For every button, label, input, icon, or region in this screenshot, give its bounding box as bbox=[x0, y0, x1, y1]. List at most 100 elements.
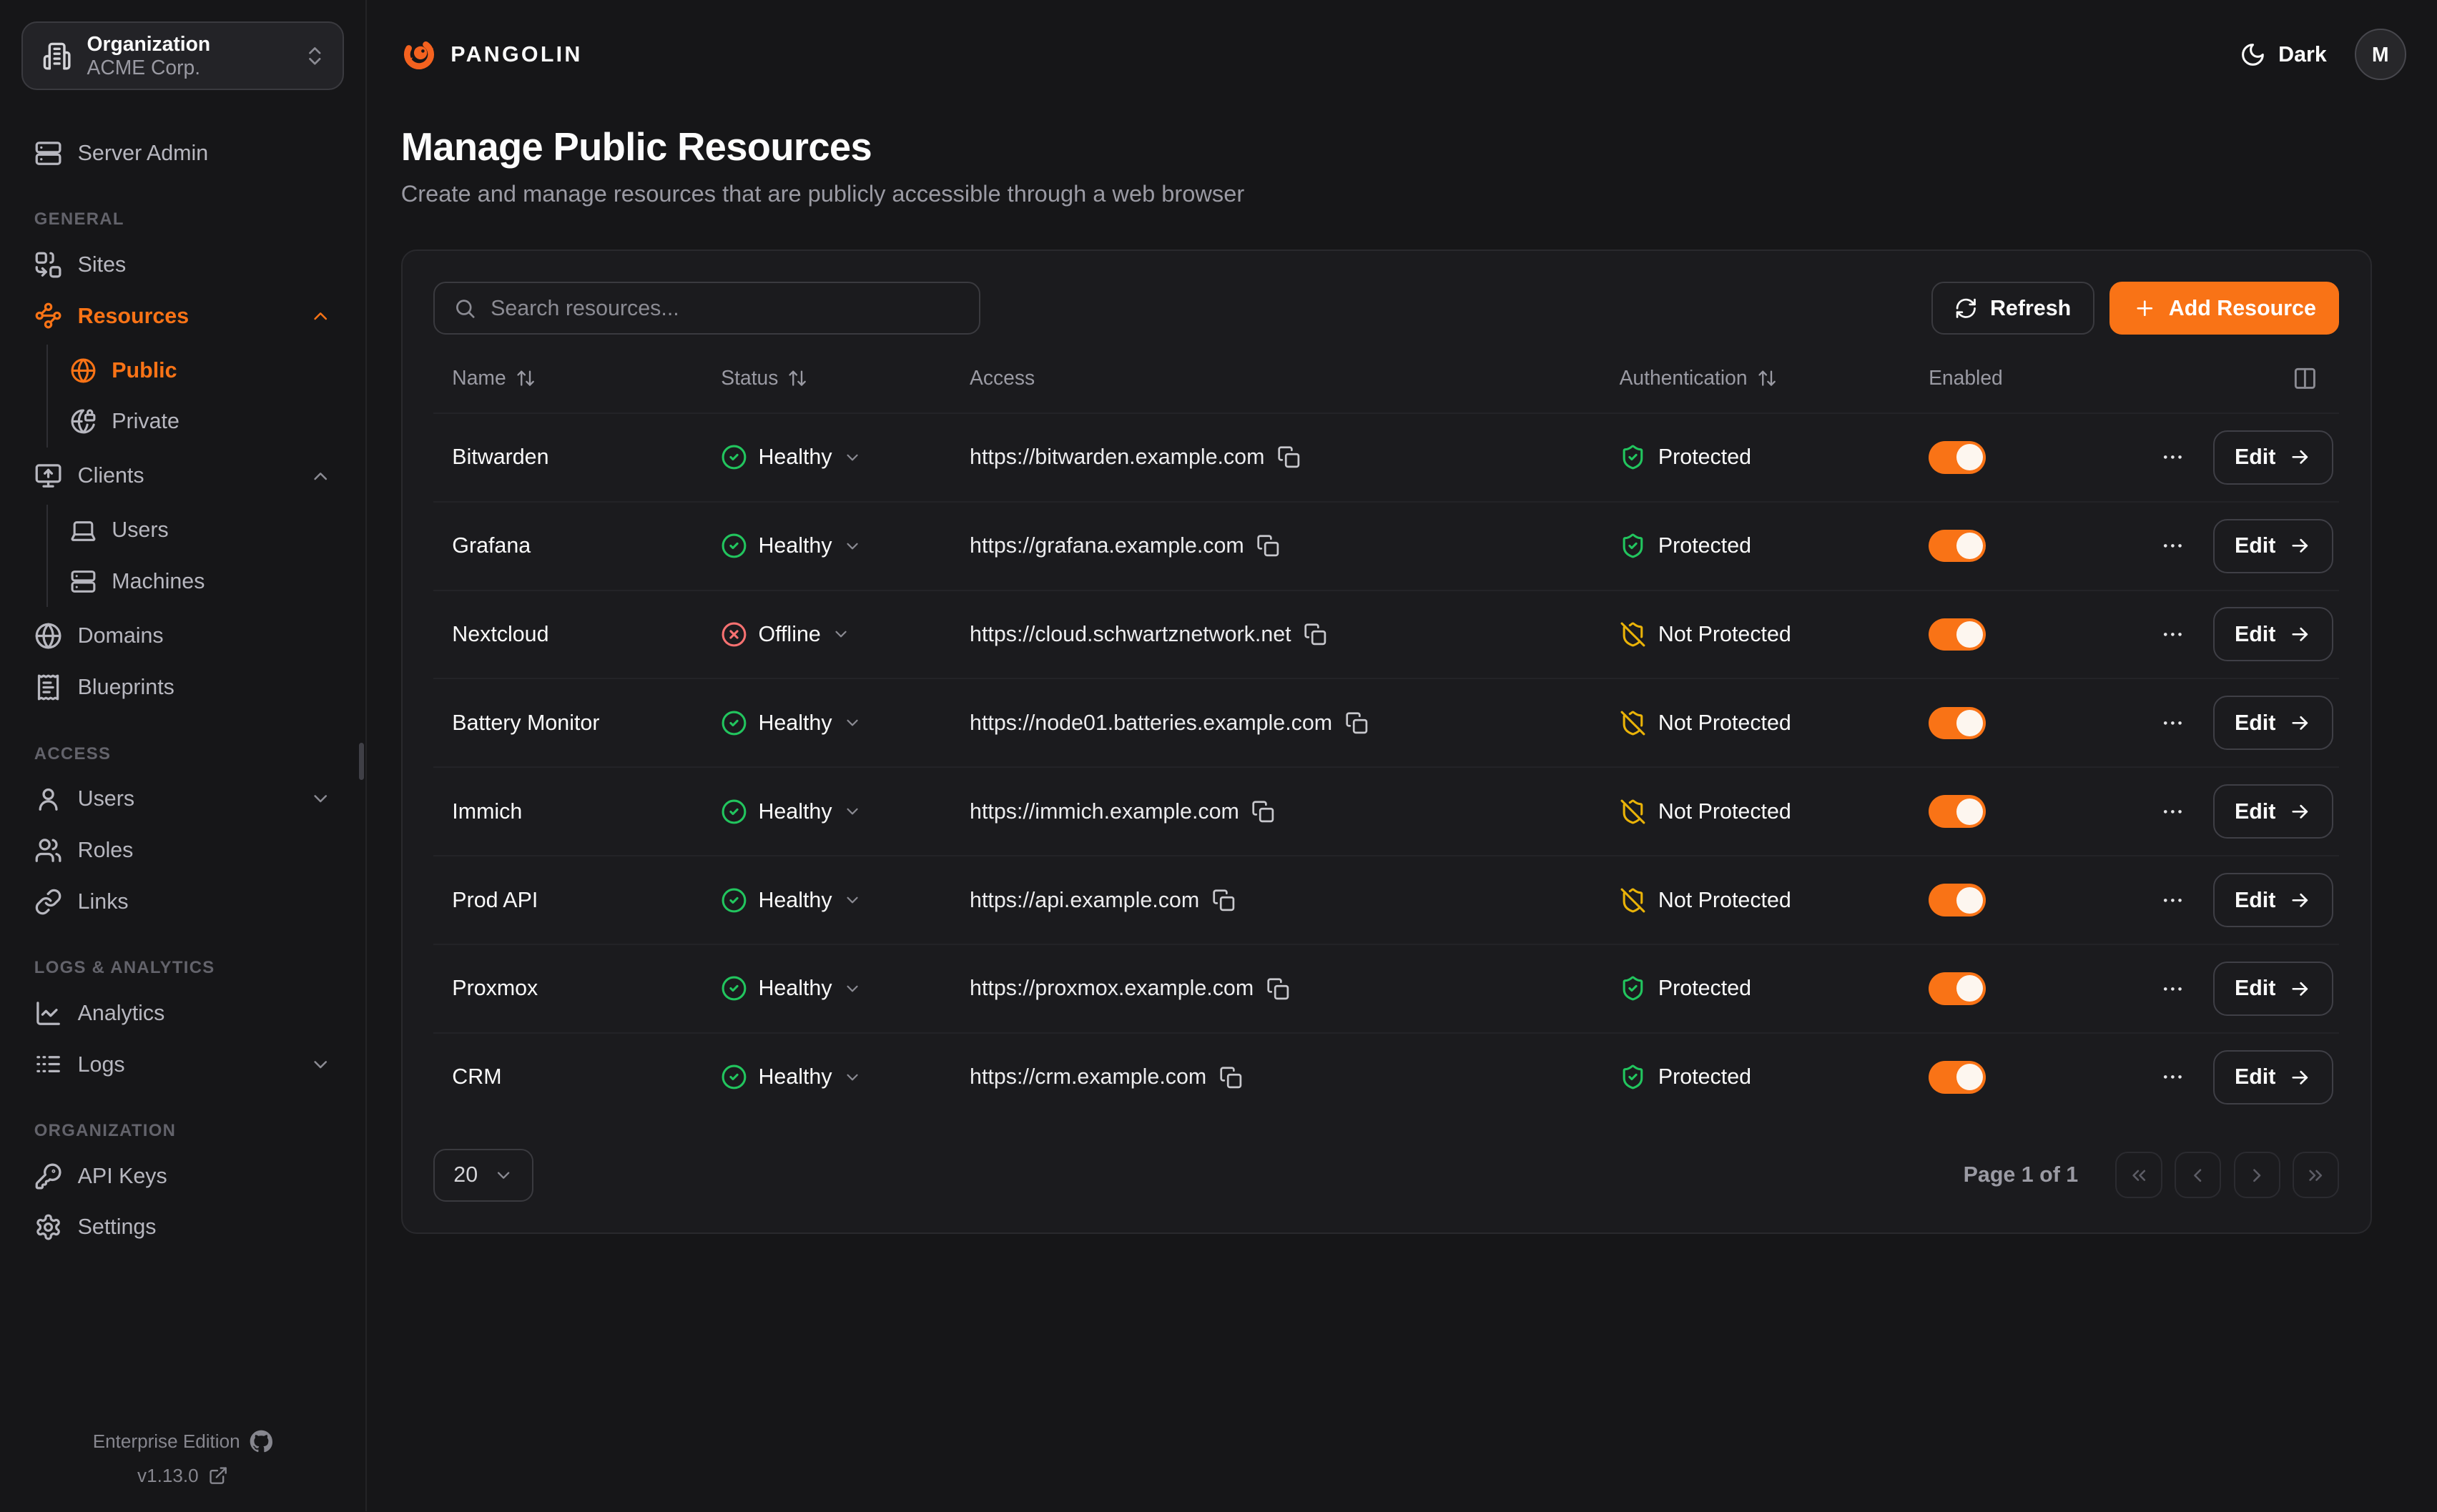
version-link[interactable]: v1.13.0 bbox=[0, 1458, 365, 1493]
refresh-button[interactable]: Refresh bbox=[1931, 282, 2094, 335]
theme-toggle[interactable]: Dark bbox=[2240, 41, 2327, 68]
copy-url-button[interactable] bbox=[1304, 623, 1327, 646]
copy-url-button[interactable] bbox=[1256, 534, 1280, 558]
status-label: Healthy bbox=[758, 711, 832, 736]
sidebar-item-domains[interactable]: Domains bbox=[21, 611, 343, 662]
brand[interactable]: PANGOLIN bbox=[401, 36, 583, 72]
column-header-authentication: Authentication bbox=[1600, 366, 1910, 390]
status-dropdown[interactable]: Healthy bbox=[721, 1064, 862, 1090]
enabled-toggle[interactable] bbox=[1929, 441, 1986, 474]
sidebar-item-private[interactable]: Private bbox=[57, 396, 343, 448]
sort-icon[interactable] bbox=[1757, 368, 1777, 388]
sidebar-scrollbar-thumb[interactable] bbox=[359, 743, 364, 780]
enabled-toggle[interactable] bbox=[1929, 618, 1986, 651]
sidebar-item-users[interactable]: Users bbox=[21, 774, 343, 825]
add-resource-button[interactable]: Add Resource bbox=[2109, 282, 2339, 335]
row-menu-button[interactable] bbox=[2154, 1064, 2191, 1089]
chart-line-icon bbox=[34, 999, 62, 1027]
section-heading-general: GENERAL bbox=[34, 209, 344, 229]
sidebar-item-api-keys[interactable]: API Keys bbox=[21, 1150, 343, 1202]
row-menu-button[interactable] bbox=[2154, 533, 2191, 558]
topbar: PANGOLIN Dark M bbox=[367, 0, 2437, 109]
row-menu-button[interactable] bbox=[2154, 711, 2191, 736]
enabled-toggle[interactable] bbox=[1929, 972, 1986, 1005]
sidebar-item-label: Machines bbox=[112, 569, 205, 594]
status-dropdown[interactable]: Healthy bbox=[721, 533, 862, 559]
status-dropdown[interactable]: Healthy bbox=[721, 444, 862, 470]
resource-name: Immich bbox=[433, 799, 702, 824]
copy-url-button[interactable] bbox=[1345, 711, 1369, 735]
enabled-toggle[interactable] bbox=[1929, 530, 1986, 563]
sidebar-item-public[interactable]: Public bbox=[57, 345, 343, 396]
refresh-icon bbox=[1954, 297, 1978, 320]
column-settings-button[interactable] bbox=[2293, 366, 2318, 391]
search-input[interactable] bbox=[491, 296, 960, 321]
sidebar-footer: Enterprise Edition v1.13.0 bbox=[0, 1424, 365, 1493]
enabled-toggle[interactable] bbox=[1929, 707, 1986, 740]
sidebar-item-client-users[interactable]: Users bbox=[57, 505, 343, 556]
status-dropdown[interactable]: Healthy bbox=[721, 975, 862, 1002]
first-page-button[interactable] bbox=[2115, 1152, 2162, 1198]
prev-page-button[interactable] bbox=[2175, 1152, 2221, 1198]
section-heading-organization: ORGANIZATION bbox=[34, 1121, 344, 1141]
edit-label: Edit bbox=[2235, 533, 2275, 558]
building-icon bbox=[42, 41, 72, 71]
resource-url: https://grafana.example.com bbox=[970, 533, 1244, 558]
sidebar-item-links[interactable]: Links bbox=[21, 876, 343, 927]
status-dropdown[interactable]: Offline bbox=[721, 621, 850, 648]
sidebar-item-settings[interactable]: Settings bbox=[21, 1202, 343, 1253]
edit-button[interactable]: Edit bbox=[2213, 873, 2333, 927]
sort-icon[interactable] bbox=[516, 368, 536, 388]
enabled-toggle[interactable] bbox=[1929, 795, 1986, 828]
sidebar-item-machines[interactable]: Machines bbox=[57, 556, 343, 608]
globe-lock-icon bbox=[70, 408, 97, 435]
plus-icon bbox=[2133, 297, 2157, 320]
sidebar-item-resources[interactable]: Resources bbox=[21, 290, 343, 342]
avatar[interactable]: M bbox=[2355, 29, 2406, 80]
next-page-button[interactable] bbox=[2234, 1152, 2280, 1198]
sidebar-item-logs[interactable]: Logs bbox=[21, 1039, 343, 1090]
copy-url-button[interactable] bbox=[1219, 1066, 1243, 1089]
sidebar-item-analytics[interactable]: Analytics bbox=[21, 987, 343, 1039]
copy-url-button[interactable] bbox=[1266, 977, 1290, 1001]
edition-link[interactable]: Enterprise Edition bbox=[0, 1424, 365, 1458]
edit-button[interactable]: Edit bbox=[2213, 784, 2333, 839]
row-menu-button[interactable] bbox=[2154, 799, 2191, 824]
sidebar-item-clients[interactable]: Clients bbox=[21, 450, 343, 502]
copy-icon bbox=[1219, 1066, 1243, 1089]
copy-icon bbox=[1212, 889, 1236, 912]
copy-url-button[interactable] bbox=[1277, 445, 1301, 469]
sidebar-item-server-admin[interactable]: Server Admin bbox=[21, 127, 343, 179]
row-menu-button[interactable] bbox=[2154, 622, 2191, 647]
edit-label: Edit bbox=[2235, 445, 2275, 470]
page-size-select[interactable]: 20 bbox=[433, 1149, 533, 1202]
enabled-toggle[interactable] bbox=[1929, 884, 1986, 916]
edit-button[interactable]: Edit bbox=[2213, 1050, 2333, 1105]
row-menu-button[interactable] bbox=[2154, 445, 2191, 470]
status-dropdown[interactable]: Healthy bbox=[721, 710, 862, 736]
last-page-button[interactable] bbox=[2293, 1152, 2339, 1198]
refresh-label: Refresh bbox=[1990, 296, 2071, 321]
status-dropdown[interactable]: Healthy bbox=[721, 887, 862, 914]
auth-label: Protected bbox=[1658, 976, 1751, 1001]
copy-url-button[interactable] bbox=[1212, 889, 1236, 912]
status-healthy-icon bbox=[721, 799, 747, 825]
sidebar-item-blueprints[interactable]: Blueprints bbox=[21, 662, 343, 713]
status-dropdown[interactable]: Healthy bbox=[721, 799, 862, 825]
edit-button[interactable]: Edit bbox=[2213, 607, 2333, 661]
edit-button[interactable]: Edit bbox=[2213, 696, 2333, 750]
row-menu-button[interactable] bbox=[2154, 977, 2191, 1002]
organization-selector[interactable]: Organization ACME Corp. bbox=[21, 21, 343, 90]
arrow-right-icon bbox=[2288, 977, 2312, 1001]
sidebar-item-label: Domains bbox=[78, 623, 164, 648]
copy-url-button[interactable] bbox=[1251, 800, 1275, 824]
sort-icon[interactable] bbox=[787, 368, 807, 388]
edit-button[interactable]: Edit bbox=[2213, 430, 2333, 485]
edit-button[interactable]: Edit bbox=[2213, 519, 2333, 573]
link-icon bbox=[34, 888, 62, 916]
row-menu-button[interactable] bbox=[2154, 888, 2191, 913]
sidebar-item-roles[interactable]: Roles bbox=[21, 824, 343, 876]
edit-button[interactable]: Edit bbox=[2213, 962, 2333, 1016]
sidebar-item-sites[interactable]: Sites bbox=[21, 239, 343, 290]
enabled-toggle[interactable] bbox=[1929, 1061, 1986, 1094]
